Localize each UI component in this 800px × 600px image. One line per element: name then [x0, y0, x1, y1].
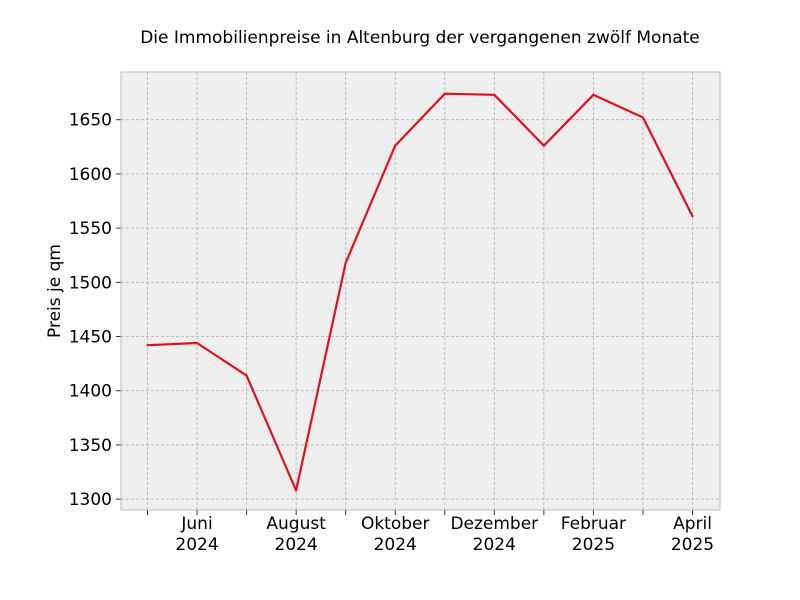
y-tick-label: 1350	[69, 436, 112, 456]
x-tick-label-month: Oktober	[361, 514, 430, 534]
y-tick-label: 1300	[69, 490, 112, 510]
y-tick-label: 1650	[69, 111, 112, 131]
x-tick-label-year: 2024	[275, 535, 318, 555]
x-tick-label-month: Februar	[561, 514, 626, 534]
plot-area	[121, 72, 720, 510]
y-tick-labels: 1300 1350 1400 1450 1500 1550 1600 1650	[69, 111, 112, 510]
axis-ticks	[116, 119, 693, 515]
y-tick-label: 1550	[69, 219, 112, 239]
y-tick-label: 1500	[69, 273, 112, 293]
y-tick-label: 1450	[69, 328, 112, 348]
series-line	[146, 92, 694, 492]
x-tick-label-month: Juni	[180, 514, 212, 534]
x-tick-labels: Juni2024August2024Oktober2024Dezember202…	[175, 514, 714, 555]
x-tick-label-year: 2024	[175, 535, 218, 555]
x-tick-label-year: 2024	[473, 535, 516, 555]
y-axis-label: Preis je qm	[45, 244, 65, 338]
plot-frame	[120, 71, 721, 511]
x-tick-label-year: 2024	[374, 535, 417, 555]
x-tick-label-month: August	[266, 514, 326, 534]
x-tick-label-month: April	[673, 514, 712, 534]
series-layer	[146, 92, 694, 492]
chart-title: Die Immobilienpreise in Altenburg der ve…	[140, 28, 700, 48]
y-tick-label: 1600	[69, 165, 112, 185]
x-tick-label-year: 2025	[572, 535, 615, 555]
y-tick-label: 1400	[69, 382, 112, 402]
x-tick-label-month: Dezember	[450, 514, 538, 534]
x-tick-label-year: 2025	[671, 535, 714, 555]
